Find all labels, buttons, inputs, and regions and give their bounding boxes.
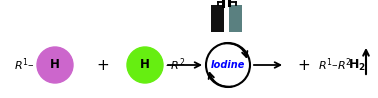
- Text: H: H: [50, 59, 60, 72]
- FancyBboxPatch shape: [211, 5, 224, 32]
- Circle shape: [37, 47, 73, 83]
- Text: $\mathit{R}^1$–: $\mathit{R}^1$–: [14, 57, 35, 73]
- Text: Iodine: Iodine: [211, 60, 245, 70]
- FancyBboxPatch shape: [229, 5, 242, 32]
- Text: –$\mathit{R}^2$: –$\mathit{R}^2$: [165, 57, 185, 73]
- Circle shape: [206, 43, 250, 87]
- Text: H: H: [140, 59, 150, 72]
- Text: $\mathbf{H_2}$: $\mathbf{H_2}$: [348, 57, 366, 73]
- Text: $\mathit{R}^1$–$\mathit{R}^2$: $\mathit{R}^1$–$\mathit{R}^2$: [318, 57, 352, 73]
- Circle shape: [127, 47, 163, 83]
- Text: +: +: [297, 58, 310, 73]
- Text: +: +: [97, 58, 109, 73]
